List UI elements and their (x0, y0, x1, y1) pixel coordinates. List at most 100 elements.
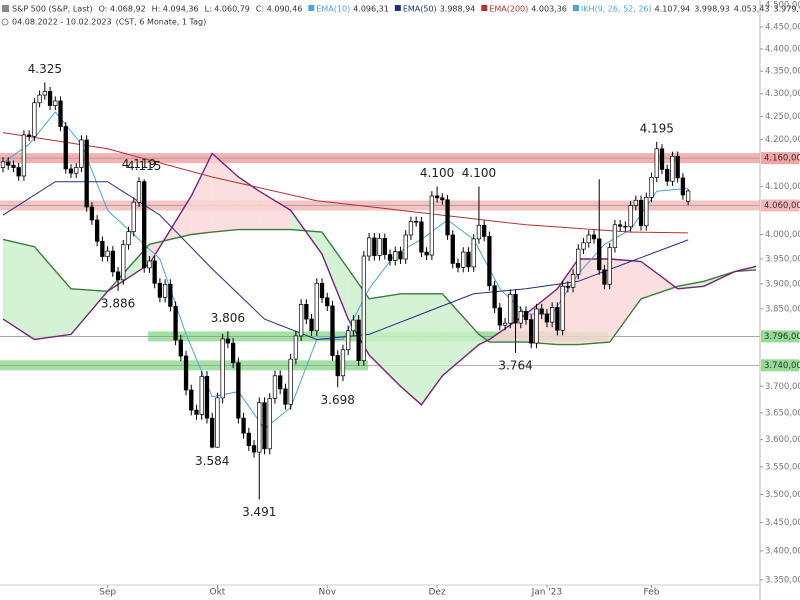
y-tick-label: 4.250,00 (765, 112, 800, 122)
y-tick-label: 3.600,00 (765, 435, 800, 445)
x-tick-label: Sep (99, 588, 116, 598)
cloud-fill (421, 293, 443, 405)
candle-body (241, 417, 246, 434)
candle-body (157, 282, 163, 298)
candle-body (372, 237, 377, 256)
candle-body (283, 388, 288, 405)
candle-body (382, 238, 387, 255)
candle-body (68, 168, 74, 174)
annotation: 4.115 (127, 159, 161, 173)
legend-reading: 4.107,94 (655, 5, 691, 14)
candle-body (32, 102, 37, 137)
legend-entry: IKH(9, 26, 52, 26) (581, 5, 652, 14)
candle-body (194, 409, 199, 415)
ohlc-value: H: 4.094,36 (152, 5, 199, 14)
x-tick-label: Okt (210, 588, 226, 598)
candle-body (408, 221, 414, 236)
candle-body (314, 282, 319, 332)
candle-body (403, 234, 408, 260)
candle-body (115, 271, 121, 281)
candle-body (210, 417, 215, 448)
ohlc-value: O: 4.068,92 (99, 5, 146, 14)
candle-body (555, 307, 560, 331)
annotation: 4.100 (462, 166, 496, 180)
candle-body (471, 238, 476, 268)
candle-body (424, 251, 429, 256)
symbol-name: S&P 500 (S&P, Last) (12, 5, 93, 14)
candle-body (105, 250, 110, 257)
candle-body (612, 224, 618, 249)
candle-body (638, 199, 644, 227)
candle-body (513, 293, 518, 324)
candle-body (74, 167, 79, 174)
candle-body (644, 197, 649, 227)
candle-body (37, 94, 42, 104)
candle-body (356, 319, 361, 362)
y-tick-label: 4.300,00 (765, 89, 800, 99)
candle-body (633, 199, 638, 206)
candle-body (387, 254, 393, 261)
legend-reading: 4.096,31 (353, 5, 389, 14)
candle-body (670, 155, 675, 182)
legend-swatch (308, 5, 315, 11)
candle-body (607, 247, 612, 285)
y-tick-label: 3.500,00 (765, 490, 800, 500)
candle-body (236, 362, 241, 419)
candle-body (204, 375, 210, 419)
candle-body (570, 273, 576, 288)
legend-reading: 3.988,94 (440, 5, 476, 14)
candle-body (257, 402, 262, 453)
candle-body (168, 283, 173, 307)
candle-body (617, 224, 623, 227)
candle-body (220, 338, 225, 399)
candle-body (304, 304, 309, 320)
period-note: (CST, 6 Monate, 1 Tag) (116, 18, 207, 27)
candle-body (581, 242, 586, 250)
candle-body (654, 148, 659, 178)
cloud-fill (369, 293, 401, 387)
cloud-fill (400, 293, 422, 405)
candle-body (377, 238, 382, 256)
candle-body (549, 307, 555, 323)
level-label: 4.060,00 (764, 201, 800, 211)
legend-entry: EMA(50) (403, 5, 437, 14)
candle-body (429, 195, 435, 256)
candle-body (58, 100, 63, 127)
candle-body (440, 197, 445, 201)
y-tick-label: 3.450,00 (765, 518, 800, 528)
candle-body (434, 195, 440, 199)
candle-body (476, 224, 482, 240)
candle-body (445, 199, 450, 236)
candle-body (199, 375, 204, 415)
candle-body (393, 251, 398, 261)
candle-body (21, 134, 27, 177)
x-tick-label: Jan '23 (531, 588, 563, 598)
candle-body (319, 282, 325, 299)
candle-body (47, 91, 53, 106)
candle-body (675, 155, 680, 179)
level-label: 4.160,00 (764, 154, 800, 164)
candle-body (508, 293, 513, 324)
y-tick-label: 4.400,00 (765, 44, 800, 54)
candle-body (152, 260, 157, 284)
ohlc-value: L: 4.060,79 (205, 5, 250, 14)
y-tick-label: 3.400,00 (765, 546, 800, 556)
candle-body (685, 190, 691, 202)
annotation: 3.764 (498, 358, 532, 372)
candle-body (351, 319, 356, 332)
candle-body (110, 250, 115, 273)
y-tick-label: 3.850,00 (765, 304, 800, 314)
legend-entry: EMA(10) (316, 5, 350, 14)
candle-body (649, 177, 654, 198)
annotation: 3.806 (211, 311, 245, 325)
candle-body (628, 205, 633, 228)
candle-body (79, 139, 84, 168)
candle-body (16, 167, 21, 177)
candle-body (121, 244, 126, 281)
candle-body (262, 402, 267, 450)
y-tick-label: 4.450,00 (765, 22, 800, 32)
candle-body (84, 139, 89, 208)
symbol-icon (2, 5, 9, 12)
cloud-fill (3, 239, 35, 340)
candle-body (272, 375, 278, 399)
